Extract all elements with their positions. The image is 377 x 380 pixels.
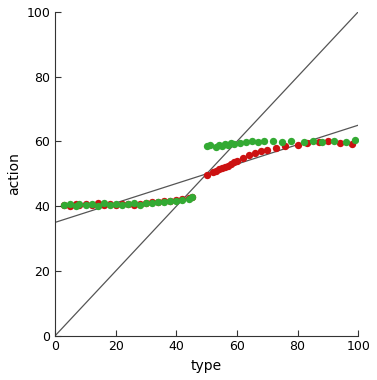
Point bbox=[222, 164, 228, 170]
Point bbox=[77, 202, 83, 208]
Point bbox=[237, 140, 243, 146]
Point bbox=[261, 138, 267, 144]
Point bbox=[310, 138, 316, 144]
Point bbox=[319, 139, 325, 146]
Point bbox=[74, 201, 80, 207]
Point bbox=[258, 148, 264, 154]
Point bbox=[246, 152, 252, 158]
Point bbox=[352, 138, 358, 144]
Point bbox=[107, 201, 113, 207]
Point bbox=[219, 142, 225, 149]
Point bbox=[149, 199, 155, 205]
Point bbox=[119, 202, 125, 208]
Point bbox=[216, 166, 222, 172]
Point bbox=[155, 199, 161, 205]
Point bbox=[264, 146, 270, 152]
Point bbox=[243, 139, 249, 145]
Point bbox=[213, 168, 219, 174]
Point bbox=[161, 198, 167, 204]
Point bbox=[74, 203, 80, 209]
Point bbox=[61, 201, 67, 207]
Point bbox=[83, 201, 89, 207]
Point bbox=[77, 201, 83, 207]
Point bbox=[343, 139, 349, 145]
Point bbox=[234, 158, 240, 164]
Point bbox=[137, 201, 143, 207]
Point bbox=[188, 194, 195, 200]
Point bbox=[219, 165, 225, 171]
Point bbox=[179, 196, 185, 203]
Point bbox=[282, 143, 288, 149]
Point bbox=[119, 201, 125, 207]
Point bbox=[240, 155, 246, 161]
Point bbox=[294, 142, 300, 148]
Point bbox=[107, 201, 113, 207]
Point bbox=[303, 140, 310, 146]
Point bbox=[185, 195, 192, 201]
Point bbox=[89, 201, 95, 207]
Point bbox=[204, 143, 210, 149]
Point bbox=[325, 138, 331, 144]
Point bbox=[255, 139, 261, 145]
Point bbox=[207, 142, 213, 148]
Y-axis label: action: action bbox=[7, 152, 21, 195]
Point bbox=[125, 201, 131, 207]
Point bbox=[143, 200, 149, 206]
Point bbox=[95, 200, 101, 206]
Point bbox=[228, 140, 234, 146]
Point bbox=[270, 138, 276, 144]
Point bbox=[316, 139, 322, 145]
Point bbox=[300, 139, 307, 145]
Point bbox=[185, 196, 192, 202]
Point bbox=[113, 201, 119, 207]
Point bbox=[204, 173, 210, 179]
Point bbox=[273, 145, 279, 151]
Point bbox=[83, 202, 89, 208]
Point bbox=[210, 169, 216, 175]
Point bbox=[213, 144, 219, 150]
Point bbox=[225, 142, 231, 148]
Point bbox=[252, 150, 258, 156]
Point bbox=[131, 200, 137, 206]
Point bbox=[216, 142, 222, 148]
Point bbox=[167, 198, 173, 204]
Point bbox=[249, 138, 255, 144]
Point bbox=[95, 203, 101, 209]
Point bbox=[155, 199, 161, 205]
Point bbox=[61, 202, 67, 208]
Point bbox=[125, 201, 131, 207]
Point bbox=[113, 202, 119, 208]
Point bbox=[279, 139, 285, 145]
Point bbox=[167, 198, 173, 204]
Point bbox=[222, 141, 228, 147]
Point bbox=[101, 201, 107, 207]
Point bbox=[67, 201, 74, 207]
Point bbox=[337, 140, 343, 146]
Point bbox=[137, 202, 143, 208]
Point bbox=[149, 200, 155, 206]
Point bbox=[188, 195, 195, 201]
Point bbox=[179, 196, 185, 202]
Point bbox=[67, 203, 74, 209]
Point bbox=[349, 141, 355, 147]
Point bbox=[131, 201, 137, 207]
Point bbox=[143, 200, 149, 206]
Point bbox=[225, 163, 231, 169]
Point bbox=[231, 141, 237, 147]
Point bbox=[231, 160, 237, 166]
Point bbox=[161, 199, 167, 205]
X-axis label: type: type bbox=[191, 359, 222, 373]
Point bbox=[173, 198, 179, 204]
Point bbox=[173, 197, 179, 203]
Point bbox=[228, 161, 234, 167]
Point bbox=[89, 202, 95, 208]
Point bbox=[331, 138, 337, 144]
Point bbox=[101, 200, 107, 206]
Point bbox=[288, 138, 294, 144]
